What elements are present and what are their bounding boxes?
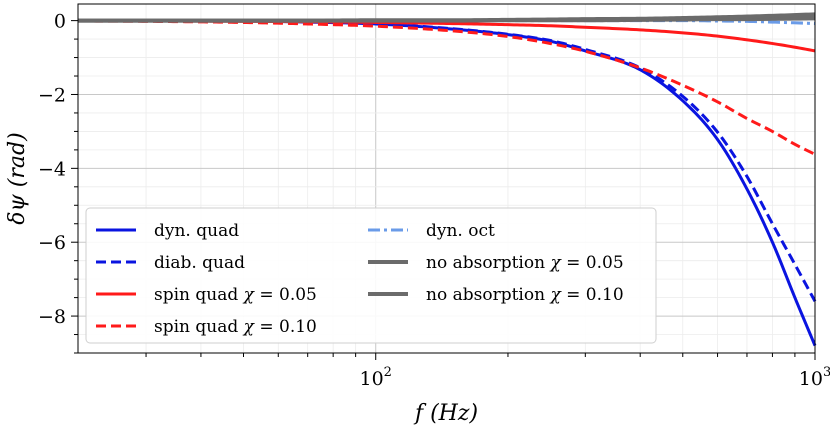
y-tick-label: −4 [38,158,66,180]
legend: dyn. quad diab. quad spin quad χ = 0.05 spi… [85,207,657,344]
y-tick-label: −2 [38,84,66,106]
legend-label-4: dyn. oct [426,221,495,241]
legend-label-6: no absorption χ = 0.10 [426,285,624,305]
plot-frame [77,3,816,354]
y-axis-title: δψ (rad) [5,132,30,224]
ticks: 102 103 0 −2 −4 −6 −8 [38,11,830,390]
x-tick-label: 103 [799,365,830,390]
legend-label-2: spin quad χ = 0.05 [154,285,317,305]
y-tick-label: −6 [38,232,66,254]
x-tick-label: 102 [359,365,391,390]
legend-label-5: no absorption χ = 0.05 [426,253,624,273]
legend-label-1: diab. quad [154,253,245,273]
series-line-6 [78,12,816,23]
y-tick-label: 0 [54,11,66,33]
x-axis-title: f (Hz) [413,401,478,426]
series-layer [77,12,817,347]
y-tick-label: −8 [38,306,66,328]
legend-box [85,207,657,344]
series-line-2 [78,19,816,53]
series-line-3 [77,19,816,156]
legend-label-0: dyn. quad [154,221,239,241]
legend-label-3: spin quad χ = 0.10 [154,317,317,337]
